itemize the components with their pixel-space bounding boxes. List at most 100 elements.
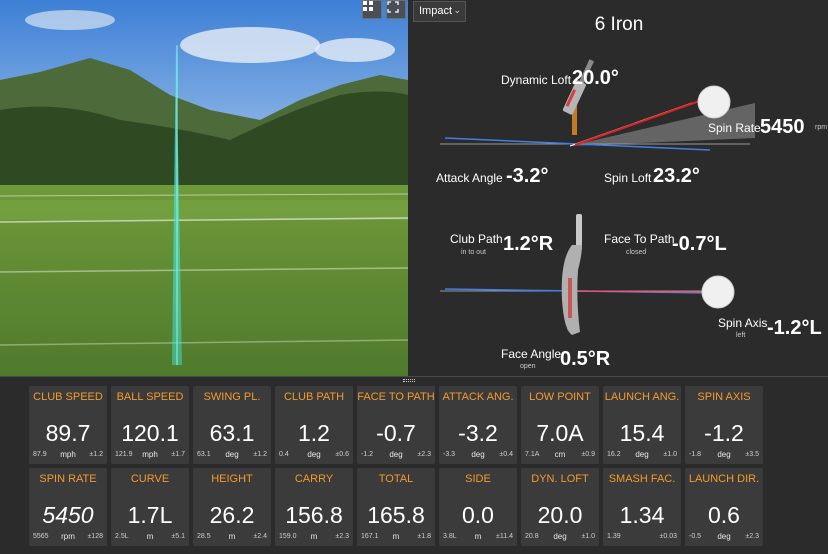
metric-tile[interactable]: SMASH FAC. 1.34 1.39 ±0.03	[603, 468, 681, 546]
metric-deviation: ±2.4	[253, 533, 267, 540]
metric-tile[interactable]: LOW POINT 7.0A 7.1A cm ±0.9	[521, 386, 599, 464]
metric-tile[interactable]: SIDE 0.0 3.8L m ±11.4	[439, 468, 517, 546]
metric-name: ATTACK ANG.	[442, 391, 514, 403]
metric-deviation: ±1.7	[171, 451, 185, 458]
metric-average: 63.1	[197, 451, 211, 458]
golf-ball-top	[701, 275, 735, 309]
metric-tile[interactable]: SWING PL. 63.1 63.1 deg ±1.2	[193, 386, 271, 464]
attack-angle-value: -3.2°	[506, 165, 549, 187]
metric-value: 5450	[42, 502, 94, 528]
fullscreen-button[interactable]	[386, 0, 406, 19]
metric-deviation: ±11.4	[496, 533, 513, 540]
impact-diagram	[440, 59, 755, 335]
metric-deviation: ±1.8	[417, 533, 431, 540]
yard-line	[0, 217, 408, 223]
metric-name: SIDE	[465, 473, 491, 485]
metric-value: 156.8	[285, 502, 343, 528]
metric-name: CLUB SPEED	[33, 391, 103, 403]
metric-tile[interactable]: FACE TO PATH -0.7 -1.2 deg ±2.3	[357, 386, 435, 464]
metric-value: -1.2	[704, 420, 744, 446]
resize-handle[interactable]	[403, 379, 415, 382]
metric-unit: mph	[142, 450, 158, 459]
metric-tile[interactable]: ATTACK ANG. -3.2 -3.3 deg ±0.4	[439, 386, 517, 464]
metric-average: 167.1	[361, 533, 379, 540]
metric-average: -1.2	[361, 451, 374, 458]
spin-rate-label: Spin Rate	[708, 121, 761, 135]
metric-deviation: ±1.0	[581, 533, 595, 540]
metric-average: -1.8	[689, 451, 702, 458]
iron-club-top	[561, 214, 582, 335]
club-name: 6 Iron	[594, 14, 644, 35]
metric-value: 1.34	[619, 502, 665, 528]
metric-value: 120.1	[121, 420, 179, 446]
view-mode-dropdown[interactable]: Impact ⌄	[413, 1, 466, 22]
metric-average: 2.5L	[115, 533, 129, 540]
metric-value: 26.2	[209, 502, 255, 528]
metric-average: 20.8	[525, 533, 539, 540]
metric-tile[interactable]: SPIN AXIS -1.2 -1.8 deg ±3.5	[685, 386, 763, 464]
metric-deviation: ±128	[87, 533, 103, 540]
metric-name: BALL SPEED	[116, 391, 184, 403]
face-to-path-label: Face To Path	[604, 232, 675, 246]
metric-value: -3.2	[458, 420, 498, 446]
chevron-down-icon: ⌄	[453, 5, 461, 15]
metric-name: CURVE	[130, 473, 170, 485]
metric-deviation: ±0.4	[499, 451, 513, 458]
metric-tile[interactable]: SPIN RATE 5450 5565 rpm ±128	[29, 468, 107, 546]
metric-tile[interactable]: TOTAL 165.8 167.1 m ±1.8	[357, 468, 435, 546]
club-path-sub: in to out	[461, 249, 486, 256]
metric-tile[interactable]: BALL SPEED 120.1 121.9 mph ±1.7	[111, 386, 189, 464]
club-path-label: Club Path	[450, 232, 503, 246]
metric-tile[interactable]: HEIGHT 26.2 28.5 m ±2.4	[193, 468, 271, 546]
metric-tile[interactable]: CLUB PATH 1.2 0.4 deg ±0.6	[275, 386, 353, 464]
spin-loft-label: Spin Loft	[604, 171, 652, 185]
metric-average: 5565	[33, 533, 49, 540]
metric-name: SWING PL.	[203, 391, 261, 403]
iron-club-side	[562, 59, 595, 115]
metric-unit: m	[392, 532, 400, 541]
metric-name: SMASH FAC.	[608, 473, 676, 485]
face-angle-label: Face Angle	[501, 347, 562, 361]
spin-axis-value: -1.2°L	[767, 317, 822, 339]
metric-unit: cm	[554, 450, 566, 459]
dynamic-loft-label: Dynamic Loft	[501, 73, 572, 87]
spin-axis-sub: left	[736, 332, 746, 339]
metric-tile[interactable]: LAUNCH DIR. 0.6 -0.5 deg ±2.3	[685, 468, 763, 546]
metric-value: 165.8	[367, 502, 425, 528]
yard-line	[0, 339, 408, 346]
metric-unit: m	[474, 532, 482, 541]
metrics-grid: CLUB SPEED 89.7 87.9 mph ±1.2 BALL SPEED 120.1…	[0, 384, 828, 554]
metric-name: CARRY	[294, 473, 334, 485]
metric-tile[interactable]: CURVE 1.7L 2.5L m ±5.1	[111, 468, 189, 546]
loft-marker	[572, 97, 577, 135]
metric-value: 0.0	[462, 502, 494, 528]
metric-unit: m	[310, 532, 318, 541]
layout-button[interactable]	[362, 0, 382, 19]
metric-unit: deg	[307, 450, 321, 459]
metric-unit: deg	[389, 450, 403, 459]
metric-deviation: ±5.1	[171, 533, 185, 540]
metric-tile[interactable]: LAUNCH ANG. 15.4 16.2 deg ±1.0	[603, 386, 681, 464]
face-to-path-value: -0.7°L	[672, 233, 727, 255]
metric-name: CLUB PATH	[283, 391, 345, 403]
metric-deviation: ±3.5	[745, 451, 759, 458]
yard-line	[0, 193, 408, 197]
spin-axis-label: Spin Axis	[718, 316, 768, 330]
cloud	[180, 27, 320, 63]
metric-average: 87.9	[33, 451, 47, 458]
metric-tile[interactable]: CLUB SPEED 89.7 87.9 mph ±1.2	[29, 386, 107, 464]
metric-deviation: ±1.2	[253, 451, 267, 458]
metric-value: 1.7L	[127, 502, 173, 528]
metric-deviation: ±1.2	[89, 451, 103, 458]
attack-angle-label: Attack Angle	[436, 171, 503, 185]
metric-tile[interactable]: CARRY 156.8 159.0 m ±2.3	[275, 468, 353, 546]
metric-value: 63.1	[209, 420, 255, 446]
panel-divider	[0, 376, 828, 384]
metric-name: LAUNCH DIR.	[688, 473, 760, 485]
metric-average: -0.5	[689, 533, 702, 540]
metric-unit: deg	[553, 532, 567, 541]
metric-value: -0.7	[376, 420, 416, 446]
metric-tile[interactable]: DYN. LOFT 20.0 20.8 deg ±1.0	[521, 468, 599, 546]
metric-average: 16.2	[607, 451, 621, 458]
range-3d-view[interactable]	[0, 0, 408, 376]
